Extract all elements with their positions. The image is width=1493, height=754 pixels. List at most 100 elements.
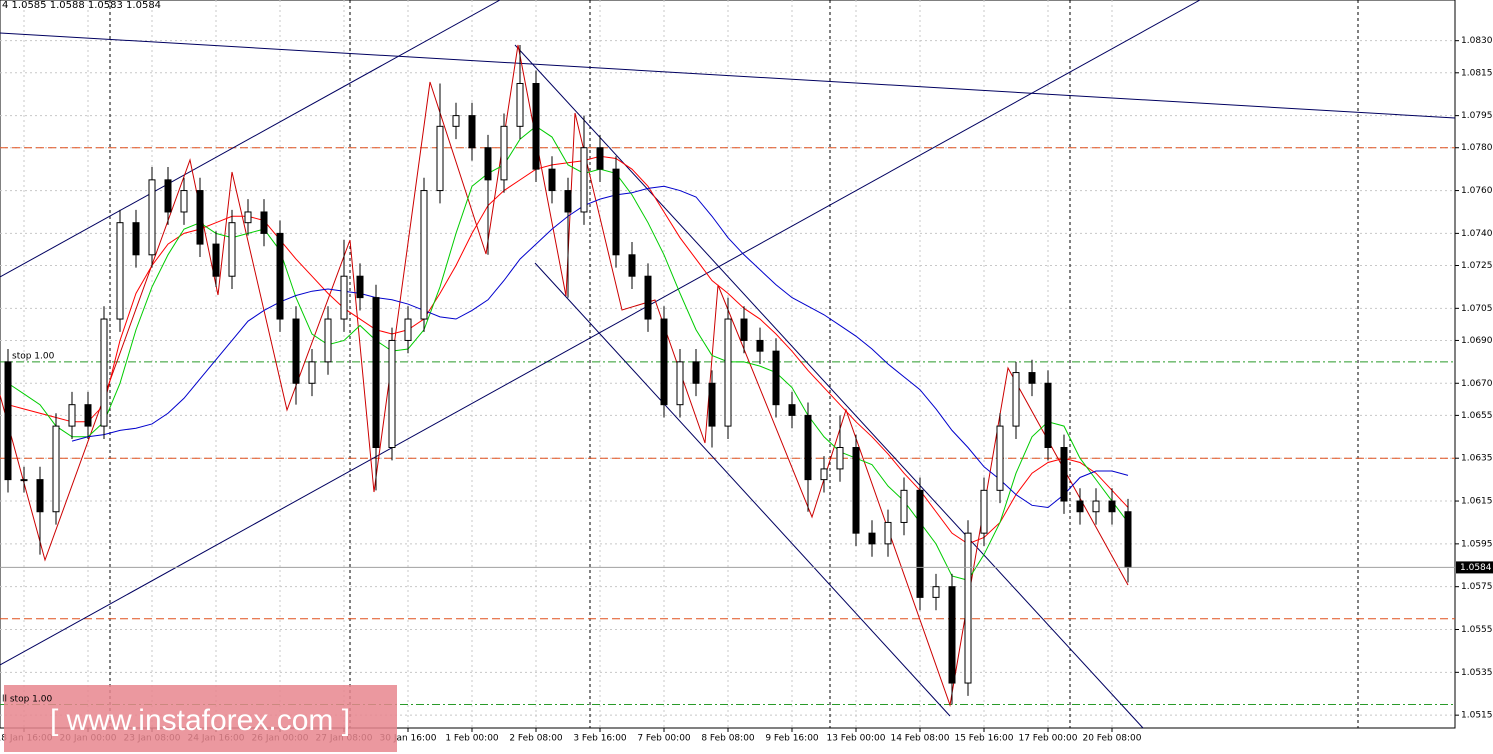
y-tick-label: 1.0555	[1461, 625, 1493, 635]
candle-body	[4, 361, 12, 481]
y-tick-label: 1.0740	[1461, 229, 1493, 239]
y-tick-label: 1.0795	[1461, 111, 1493, 121]
y-tick-label: 1.0595	[1461, 539, 1493, 549]
candle-body	[1124, 511, 1132, 568]
y-tick-label: 1.0515	[1461, 711, 1493, 721]
candle-body	[100, 318, 108, 427]
y-tick-label: 1.0670	[1461, 379, 1493, 389]
indicator-line	[7, 155, 1129, 545]
candle-body	[500, 125, 508, 181]
candle-body	[196, 190, 204, 245]
annotation: stop 1.00	[12, 352, 55, 362]
y-tick-label: 1.0575	[1461, 582, 1493, 592]
candle-body	[964, 532, 972, 684]
candle-body	[1076, 500, 1084, 513]
y-tick-label: 1.0615	[1461, 497, 1493, 507]
watermark: [ www.instaforex.com ]	[50, 704, 350, 737]
watermark-box	[4, 685, 397, 752]
y-tick-label: 1.0690	[1461, 336, 1493, 346]
candle-body	[404, 318, 412, 341]
y-tick-label: 1.0780	[1461, 143, 1493, 153]
candle-body	[36, 479, 44, 513]
candle-body	[228, 222, 236, 277]
trend-line	[0, 32, 1456, 119]
period-separators	[109, 0, 1359, 728]
candle-body	[260, 211, 268, 234]
candle-body	[516, 83, 524, 127]
x-tick-label: 2 Feb 08:00	[509, 734, 563, 744]
zigzag	[0, 44, 1129, 707]
x-tick-label: 17 Feb 00:00	[1018, 734, 1077, 744]
x-tick-label: 13 Feb 00:00	[826, 734, 885, 744]
candle-body	[356, 275, 364, 299]
candles	[4, 44, 1132, 705]
candle-body	[116, 222, 124, 320]
candle-body	[1108, 500, 1116, 513]
candle-body	[772, 350, 780, 406]
indicator-line	[7, 125, 1129, 581]
candle-body	[612, 168, 620, 256]
candle-body	[388, 339, 396, 449]
x-tick-label: 9 Feb 16:00	[765, 734, 819, 744]
candle-body	[436, 125, 444, 192]
candle-body	[996, 425, 1004, 491]
x-tick-label: 14 Feb 08:00	[890, 734, 949, 744]
candle-body	[212, 243, 220, 277]
candle-body	[468, 115, 476, 149]
candle-body	[324, 318, 332, 363]
candle-body	[980, 489, 988, 534]
y-tick-label: 1.0535	[1461, 668, 1493, 678]
candle-body	[852, 447, 860, 534]
y-tick-label: 1.0705	[1461, 304, 1493, 314]
y-tick-label: 1.0815	[1461, 68, 1493, 78]
candle-body	[692, 361, 700, 384]
candle-body	[452, 115, 460, 127]
y-tick-label: 1.0830	[1461, 36, 1493, 46]
candle-body	[932, 586, 940, 598]
candle-body	[548, 168, 556, 192]
candle-body	[916, 489, 924, 598]
candle-body	[580, 147, 588, 213]
candle-body	[660, 318, 668, 406]
candle-body	[484, 147, 492, 181]
candle-body	[1060, 447, 1068, 502]
candle-body	[676, 361, 684, 406]
ohlc-info: 4 1.0585 1.0588 1.0583 1.0584	[2, 0, 161, 11]
candle-body	[84, 404, 92, 427]
candle-body	[148, 179, 156, 256]
indicator-line	[71, 185, 1129, 508]
candle-body	[532, 83, 540, 170]
candle-body	[804, 414, 812, 481]
trend-lines	[0, 0, 1456, 729]
candle-body	[628, 254, 636, 277]
x-tick-label: 20 Feb 08:00	[1082, 734, 1141, 744]
candle-body	[20, 479, 28, 482]
candle-body	[372, 297, 380, 449]
candle-body	[900, 489, 908, 523]
candle-body	[1012, 372, 1020, 427]
candle-body	[276, 232, 284, 320]
candle-body	[740, 318, 748, 341]
candle-body	[308, 361, 316, 384]
trend-line	[534, 262, 951, 717]
y-tick-label: 1.0725	[1461, 261, 1493, 271]
trend-line	[0, 0, 501, 278]
candle-body	[756, 339, 764, 352]
indicator-lines	[7, 125, 1129, 581]
candle-body	[132, 222, 140, 256]
last-price-box	[1456, 561, 1493, 574]
candle-body	[244, 211, 252, 224]
x-tick-label: 1 Feb 00:00	[445, 734, 499, 744]
candle-body	[292, 318, 300, 384]
candle-body	[644, 275, 652, 320]
candle-body	[164, 179, 172, 213]
candle-body	[788, 404, 796, 416]
trend-line	[514, 44, 1144, 729]
candle-body	[948, 586, 956, 684]
candle-body	[420, 190, 428, 320]
last-price-label: 1.0584	[1460, 563, 1492, 573]
candle-body	[708, 382, 716, 427]
candle-body	[1028, 372, 1036, 384]
